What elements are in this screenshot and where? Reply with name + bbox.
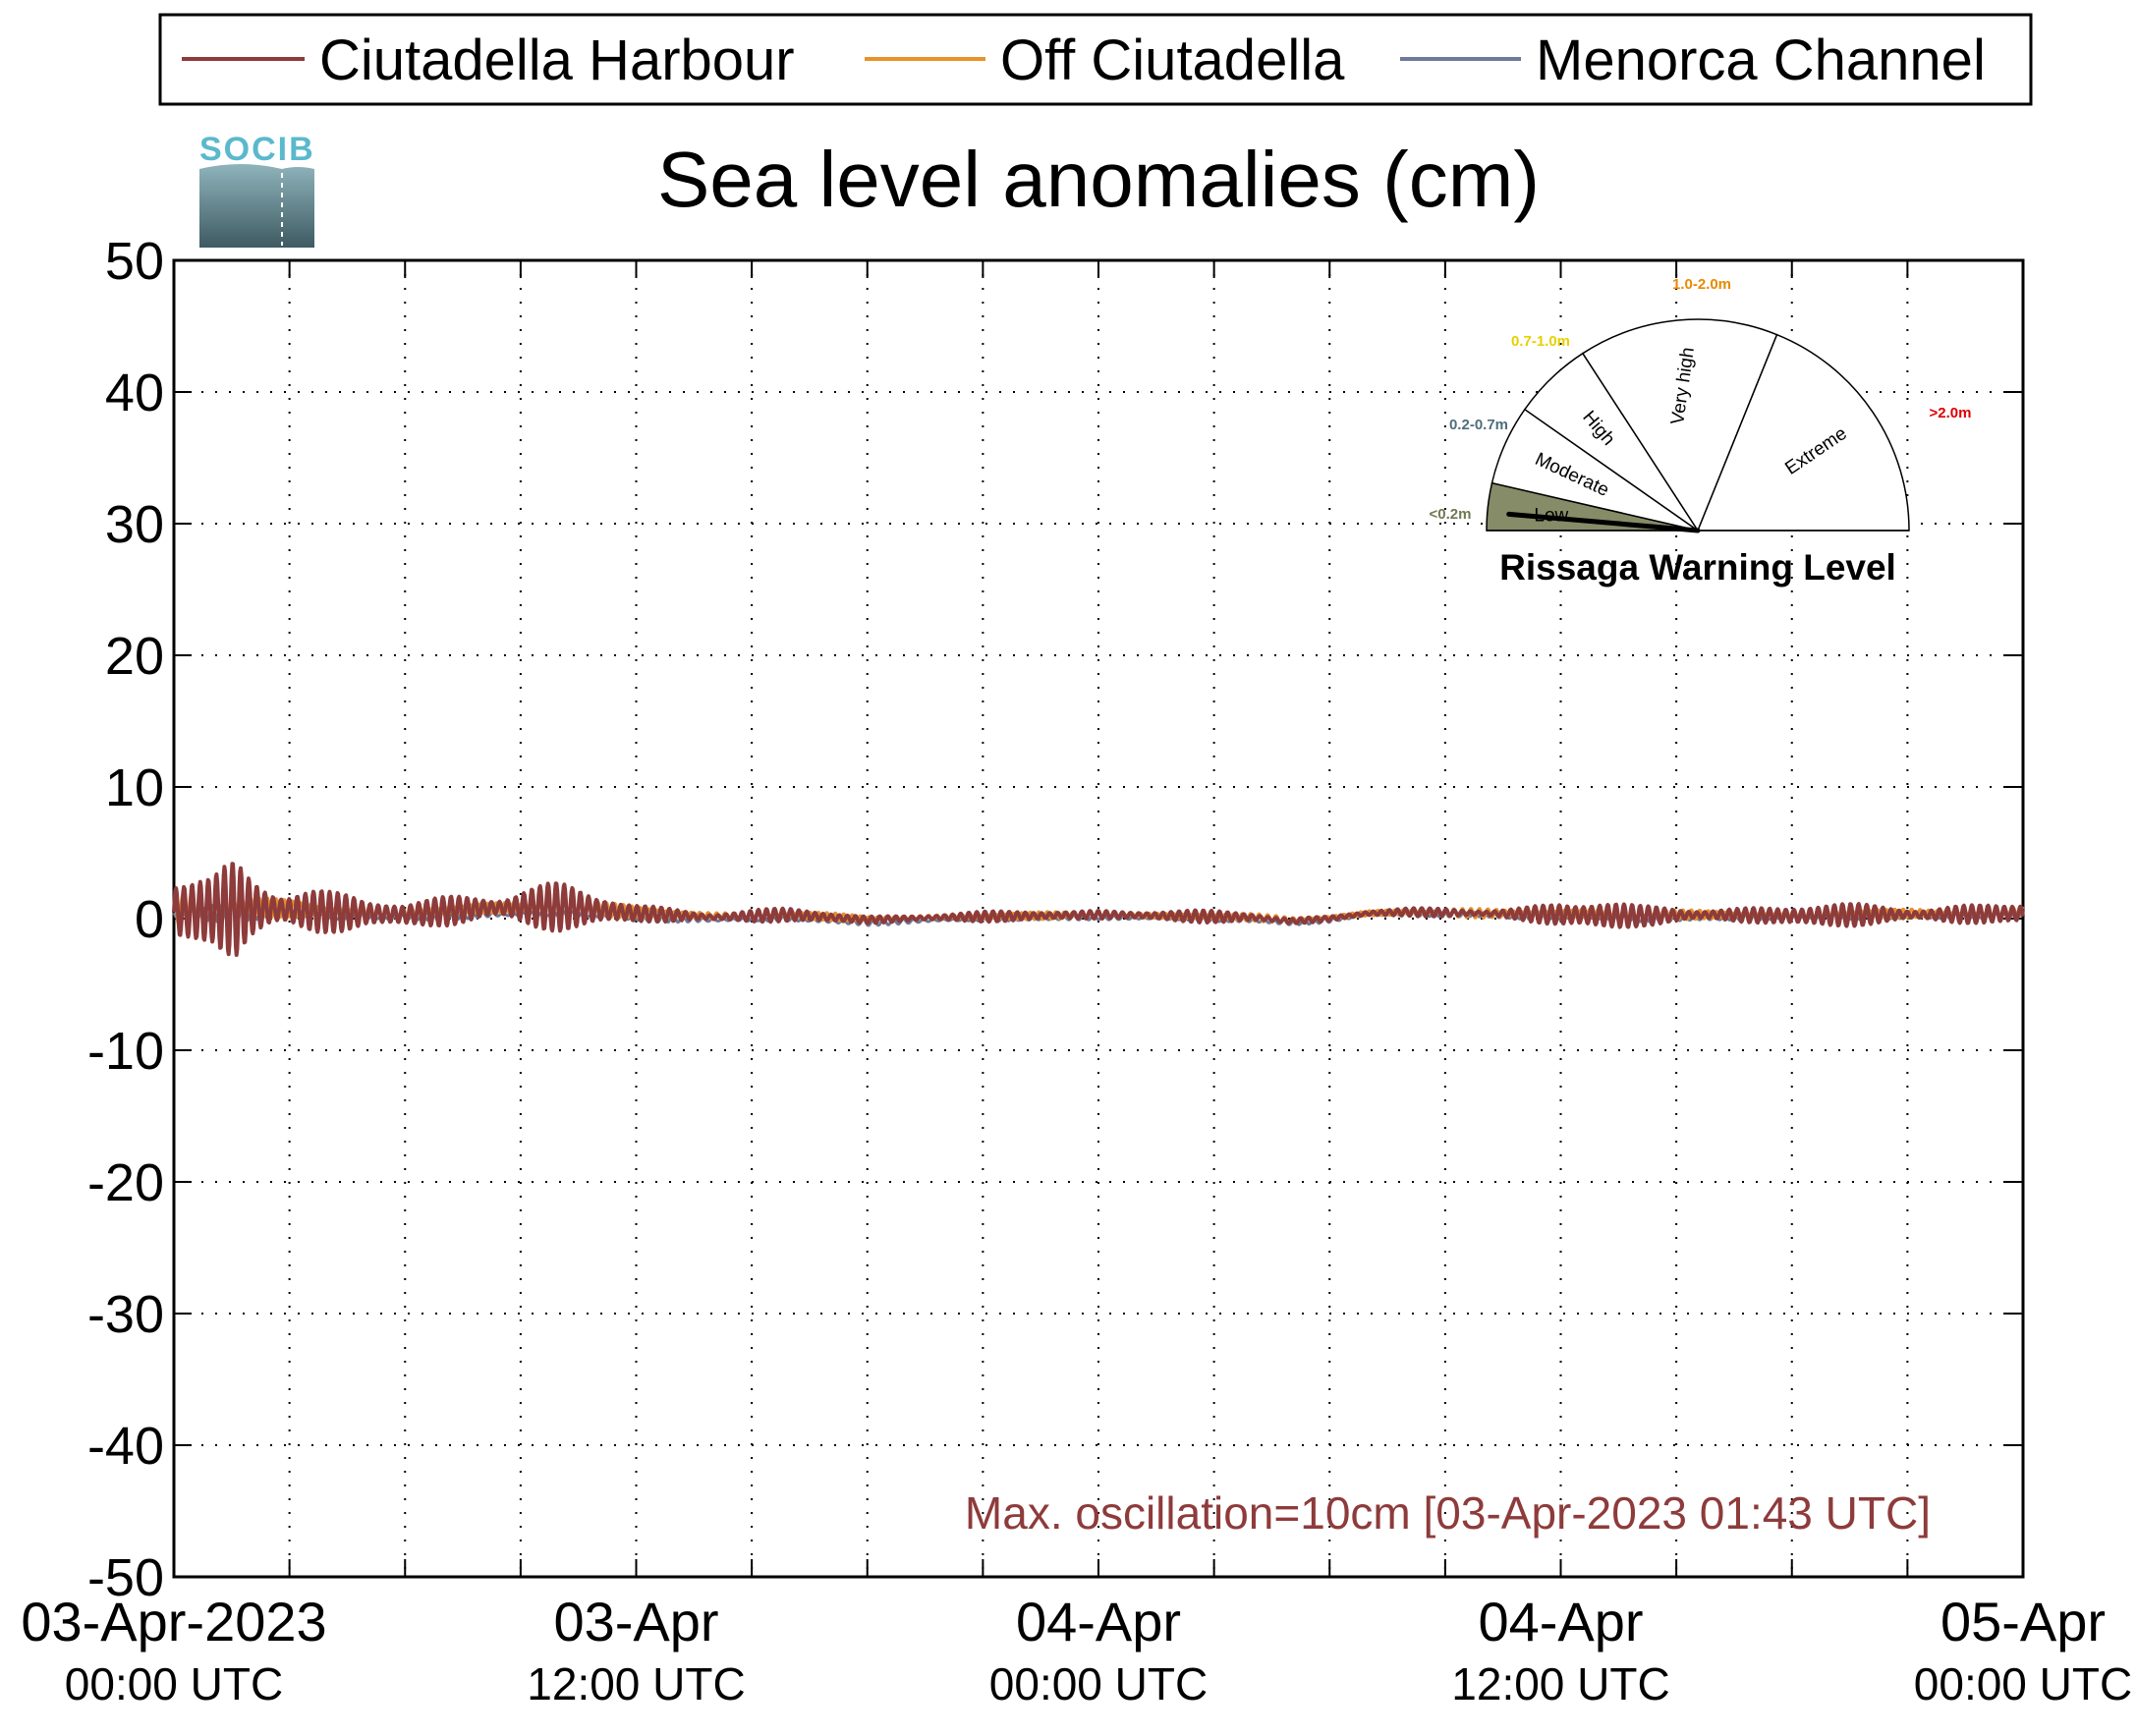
y-tick-label: -20 [87, 1153, 164, 1212]
series-line-ciutadella-harbour [172, 862, 2025, 957]
y-tick-label: -40 [87, 1417, 164, 1476]
y-tick-label: -10 [87, 1022, 164, 1081]
legend-label-menorca-channel: Menorca Channel [1536, 28, 1986, 92]
gauge-sector-extreme [1696, 333, 1910, 532]
gauge-range-label: <0.2m [1430, 506, 1472, 523]
x-tick-date: 04-Apr [1478, 1591, 1643, 1652]
max-oscillation-annotation: Max. oscillation=10cm [03-Apr-2023 01:43… [965, 1487, 1931, 1539]
gauge-sector-very-high [1581, 318, 1778, 532]
socib-logo: SOCIB [199, 131, 315, 248]
rissaga-warning-gauge: LowModerateHighVery highExtreme<0.2m0.2-… [1430, 276, 1972, 588]
gauge-range-label: 0.2-0.7m [1449, 417, 1508, 433]
x-tick-date: 05-Apr [1940, 1591, 2106, 1652]
y-tick-label: 0 [135, 890, 164, 949]
y-tick-label: -50 [87, 1548, 164, 1607]
y-tick-label: 20 [105, 627, 164, 686]
gauge-range-label: >2.0m [1930, 405, 1972, 421]
series-layer [172, 862, 2025, 957]
socib-logo-text: SOCIB [199, 131, 315, 168]
legend-label-off-ciutadella: Off Ciutadella [1000, 28, 1345, 92]
y-tick-label: -30 [87, 1285, 164, 1344]
legend-box [158, 13, 2033, 106]
y-tick-label: 40 [105, 364, 164, 422]
gauge-range-label: 0.7-1.0m [1511, 333, 1570, 350]
y-tick-label: 50 [105, 232, 164, 291]
gauge-range-label: 1.0-2.0m [1672, 276, 1731, 293]
gauge-needle [1506, 511, 1701, 533]
x-tick-time: 00:00 UTC [989, 1658, 1208, 1709]
legend: Ciutadella Harbour Off Ciutadella Menorc… [158, 13, 2033, 106]
x-axis: 03-Apr-2023 00:00 UTC 03-Apr 12:00 UTC 04-Ap… [21, 260, 2132, 1709]
x-tick-time: 12:00 UTC [527, 1658, 745, 1709]
legend-label-ciutadella-harbour: Ciutadella Harbour [319, 28, 795, 92]
y-axis: 50 40 30 20 10 0 -10 -20 -30 -40 -50 [87, 232, 2023, 1607]
x-tick-date: 04-Apr [1016, 1591, 1181, 1652]
x-tick-time: 00:00 UTC [1914, 1658, 2132, 1709]
x-tick-time: 00:00 UTC [65, 1658, 283, 1709]
x-tick-date: 03-Apr [553, 1591, 718, 1652]
x-tick-time: 12:00 UTC [1451, 1658, 1669, 1709]
x-tick-date: 03-Apr-2023 [21, 1591, 326, 1652]
gauge-title: Rissaga Warning Level [1499, 547, 1896, 588]
y-tick-label: 30 [105, 495, 164, 554]
y-tick-label: 10 [105, 758, 164, 817]
chart-title: Sea level anomalies (cm) [657, 136, 1540, 223]
